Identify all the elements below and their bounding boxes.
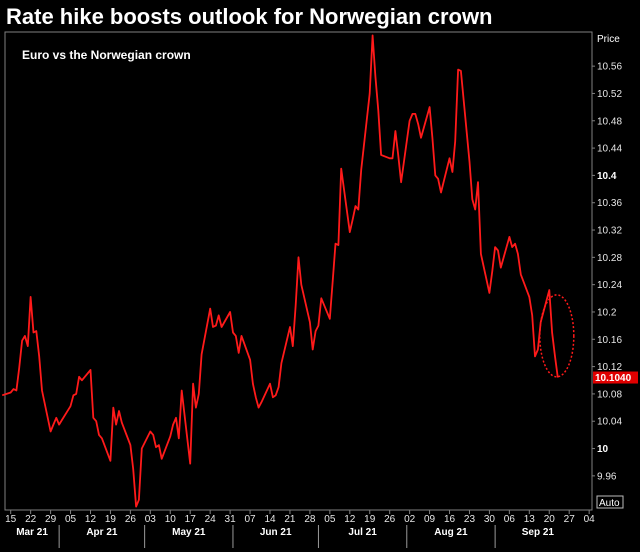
y-tick-label: 10.56 xyxy=(597,62,622,73)
series-line xyxy=(1,34,559,508)
x-tick-label: 26 xyxy=(384,514,396,525)
y-tick-label: 10.28 xyxy=(597,253,622,264)
month-label: May 21 xyxy=(172,527,206,538)
y-tick-label: 10 xyxy=(597,444,609,455)
y-tick-label: 10.24 xyxy=(597,280,622,291)
y-tick-label: 10.08 xyxy=(597,389,622,400)
x-tick-label: 02 xyxy=(404,514,416,525)
last-price-box xyxy=(593,371,638,384)
y-tick-label: 10.44 xyxy=(597,144,622,155)
month-label: Aug 21 xyxy=(434,527,468,538)
x-tick-label: 12 xyxy=(344,514,356,525)
y-tick-label: 10.36 xyxy=(597,198,622,209)
x-tick-label: 19 xyxy=(364,514,376,525)
x-tick-label: 22 xyxy=(25,514,37,525)
x-tick-label: 21 xyxy=(284,514,296,525)
x-tick-label: 27 xyxy=(564,514,576,525)
x-tick-label: 14 xyxy=(264,514,276,525)
month-label: Mar 21 xyxy=(16,527,48,538)
annotation-circle xyxy=(539,294,575,378)
x-tick-label: 30 xyxy=(484,514,496,525)
month-label: Sep 21 xyxy=(522,527,555,538)
x-tick-label: 16 xyxy=(444,514,456,525)
y-axis-title: Price xyxy=(597,34,620,45)
x-tick-label: 05 xyxy=(65,514,77,525)
auto-scale-button[interactable] xyxy=(596,495,624,509)
chart-title: Rate hike boosts outlook for Norwegian c… xyxy=(6,4,493,29)
auto-scale-label[interactable]: Auto xyxy=(599,498,620,509)
x-tick-label: 12 xyxy=(85,514,97,525)
y-tick-label: 10.48 xyxy=(597,116,622,127)
y-tick-label: 10.52 xyxy=(597,89,622,100)
x-tick-label: 05 xyxy=(324,514,336,525)
x-tick-label: 26 xyxy=(125,514,137,525)
month-label: Jun 21 xyxy=(260,527,292,538)
month-label: Apr 21 xyxy=(86,527,118,538)
chart-annotation: Euro vs the Norwegian crown xyxy=(22,48,191,62)
y-tick-label: 10.12 xyxy=(597,362,622,373)
x-tick-label: 23 xyxy=(464,514,476,525)
x-tick-label: 28 xyxy=(304,514,316,525)
x-tick-label: 29 xyxy=(45,514,57,525)
x-tick-label: 31 xyxy=(225,514,237,525)
x-tick-label: 06 xyxy=(504,514,516,525)
y-tick-label: 10.32 xyxy=(597,226,622,237)
x-tick-label: 24 xyxy=(205,514,217,525)
x-tick-label: 17 xyxy=(185,514,197,525)
x-tick-label: 04 xyxy=(584,514,596,525)
month-label: Jul 21 xyxy=(348,527,377,538)
y-tick-label: 10.4 xyxy=(597,171,617,182)
y-tick-label: 9.96 xyxy=(597,471,617,482)
y-tick-label: 10.04 xyxy=(597,417,622,428)
y-tick-label: 10.16 xyxy=(597,335,622,346)
x-tick-label: 09 xyxy=(424,514,436,525)
y-tick-label: 10.2 xyxy=(597,307,617,318)
x-tick-label: 10 xyxy=(165,514,177,525)
x-tick-label: 20 xyxy=(544,514,556,525)
x-tick-label: 07 xyxy=(244,514,256,525)
last-price-label: 10.1040 xyxy=(595,373,632,384)
x-tick-label: 03 xyxy=(145,514,157,525)
x-tick-label: 13 xyxy=(524,514,536,525)
x-tick-label: 15 xyxy=(5,514,17,525)
x-tick-label: 19 xyxy=(105,514,117,525)
